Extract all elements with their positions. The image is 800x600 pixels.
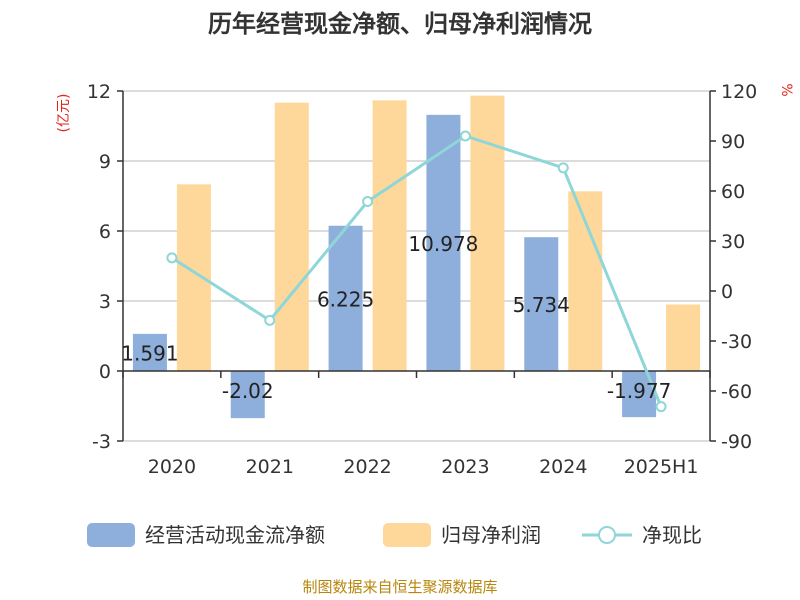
bar-value-label: 6.225: [317, 287, 374, 311]
right-axis-unit: %: [778, 83, 794, 96]
x-tick-label: 2020: [148, 456, 196, 478]
legend-swatch-cash-flow: [87, 523, 135, 547]
legend-swatch-ratio-marker: [599, 527, 615, 543]
ratio-point: [363, 197, 372, 206]
legend-swatch-net-profit: [383, 523, 431, 547]
right-tick-label: -30: [721, 331, 752, 353]
bar-value-label: -1.977: [607, 379, 671, 403]
right-tick-label: -60: [721, 381, 752, 403]
source-note: 制图数据来自恒生聚源数据库: [302, 578, 497, 596]
bars: [133, 96, 700, 418]
right-tick-label: 60: [721, 181, 745, 203]
right-tick-label: 0: [721, 281, 733, 303]
right-tick-label: -90: [721, 431, 752, 453]
left-axis-ticks: 12 9 6 3 0 -3: [87, 81, 111, 453]
left-tick-label: -3: [92, 431, 111, 453]
ratio-point: [167, 253, 176, 262]
left-axis-unit: (亿元): [56, 94, 72, 133]
legend-label-cash-flow: 经营活动现金流净额: [145, 523, 325, 547]
ratio-point: [461, 132, 470, 141]
ratio-point: [265, 316, 274, 325]
left-tick-label: 9: [99, 151, 111, 173]
bar-net-profit: [177, 184, 211, 371]
left-tick-label: 12: [87, 81, 111, 103]
x-tick-label: 2023: [441, 456, 489, 478]
bar-value-label: 10.978: [408, 232, 478, 256]
chart-title: 历年经营现金净额、归母净利润情况: [208, 10, 592, 38]
legend-label-net-profit: 归母净利润: [441, 523, 541, 547]
x-tick-label: 2025H1: [624, 456, 699, 478]
right-axis-ticks: 120 90 60 30 0 -30 -60 -90: [721, 81, 757, 453]
x-tick-label: 2022: [343, 456, 391, 478]
x-tick-label: 2021: [246, 456, 294, 478]
legend: 经营活动现金流净额 归母净利润 净现比: [87, 523, 702, 547]
bar-value-label: 5.734: [513, 293, 570, 317]
ratio-point: [559, 163, 568, 172]
bar-value-label: -2.02: [222, 379, 274, 403]
bar-net-profit: [275, 103, 309, 371]
left-tick-label: 0: [99, 361, 111, 383]
x-axis-ticks: 2020 2021 2022 2023 2024 2025H1: [148, 456, 699, 478]
right-tick-label: 120: [721, 81, 757, 103]
right-tick-label: 30: [721, 231, 745, 253]
x-tick-label: 2024: [539, 456, 587, 478]
chart: 历年经营现金净额、归母净利润情况 (亿元) % 129630-3 1209060…: [0, 0, 800, 600]
legend-label-ratio: 净现比: [642, 523, 702, 547]
left-tick-label: 6: [99, 221, 111, 243]
right-tick-label: 90: [721, 131, 745, 153]
bar-net-profit: [373, 100, 407, 371]
bar-value-label: 1.591: [121, 341, 178, 365]
bar-net-profit: [666, 305, 700, 372]
ratio-point: [657, 402, 666, 411]
left-tick-label: 3: [99, 291, 111, 313]
